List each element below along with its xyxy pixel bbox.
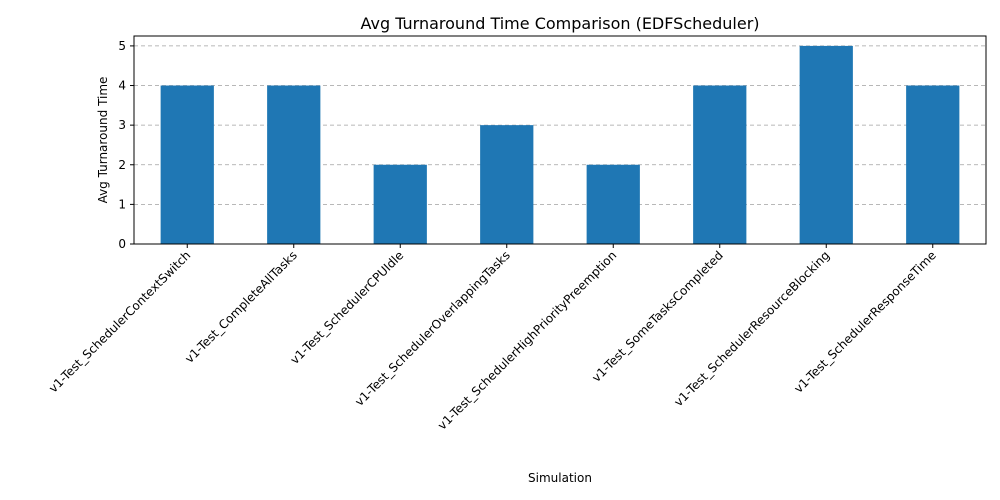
grid-lines [134,45,986,205]
y-tick-label: 0 [118,237,126,251]
y-axis-label: Avg Turnaround Time [96,77,110,204]
y-tick-label: 1 [118,197,126,211]
bar [693,85,747,245]
bar [906,85,960,245]
chart-title: Avg Turnaround Time Comparison (EDFSched… [360,14,759,33]
bar [160,85,214,245]
y-tick-label: 5 [118,39,126,53]
bar [586,164,640,244]
bar [799,45,853,245]
y-tick-label: 3 [118,118,126,132]
bar [267,85,321,245]
y-tick-label: 4 [118,79,126,93]
bar [373,164,427,244]
x-axis-label: Simulation [528,471,592,485]
x-axis-ticks: v1-Test_SchedulerContextSwitchv1-Test_Co… [46,244,939,433]
plot-frame [133,35,987,245]
x-tick-label: v1-Test_CompleteAllTasks [182,248,300,366]
x-tick-label: v1-Test_SchedulerHighPriorityPreemption [435,248,619,432]
bar [480,125,534,244]
x-tick-label: v1-Test_SchedulerContextSwitch [46,248,193,395]
y-axis-ticks: 0 1 2 3 4 5 [118,39,134,251]
x-tick-label: v1-Test_SchedulerCPUIdle [288,248,407,367]
bars [160,45,960,245]
y-tick-label: 2 [118,158,126,172]
